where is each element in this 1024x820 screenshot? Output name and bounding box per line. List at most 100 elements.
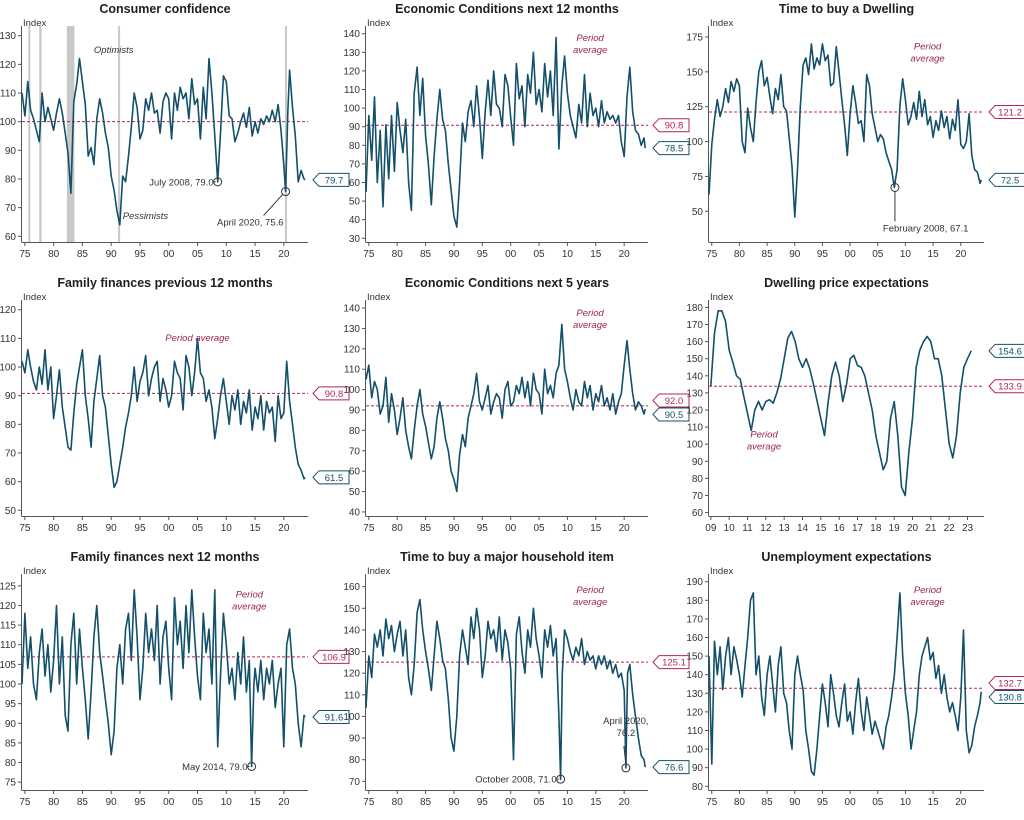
y-axis-label: Index [710,566,733,577]
x-tick-label: 90 [789,797,801,808]
period-average-note: Period average [165,333,229,344]
average-value: 90.8 [665,121,684,132]
current-value: 130.8 [998,693,1022,704]
y-tick-label: 90 [692,457,704,468]
x-tick-label: 05 [533,249,545,260]
y-tick-label: 50 [349,197,361,208]
region-note: Optimists [94,45,134,56]
y-tick-label: 110 [344,85,360,96]
y-axis-label: Index [367,566,390,577]
x-tick-label: 05 [872,249,884,260]
chart-title: Consumer confidence [99,2,230,16]
x-tick-label: 17 [852,523,864,534]
period-average-note: average [573,45,607,56]
x-tick-label: 22 [944,523,956,534]
y-tick-label: 70 [5,448,17,459]
x-tick-label: 12 [760,523,772,534]
panel-family-prev: Family finances previous 12 months Index 5… [0,276,350,534]
y-tick-label: 175 [686,32,703,43]
x-tick-label: 95 [477,523,489,534]
current-value: 90.5 [665,410,684,421]
y-tick-label: 100 [0,117,16,128]
y-tick-label: 190 [686,577,703,588]
x-tick-label: 15 [249,523,261,534]
x-tick-label: 85 [420,797,432,808]
region-note: Pessimists [123,211,169,222]
x-tick-label: 21 [925,523,937,534]
x-tick-label: 20 [278,523,290,534]
y-tick-label: 130 [0,31,16,42]
x-tick-label: 10 [900,249,912,260]
x-tick-label: 90 [448,797,460,808]
x-tick-label: 85 [762,249,774,260]
current-value: 61.5 [325,473,344,484]
y-tick-label: 80 [349,426,361,437]
y-tick-label: 110 [687,423,703,434]
y-tick-label: 80 [5,758,17,769]
current-tag [652,760,690,775]
y-tick-label: 100 [343,104,360,115]
series-line [365,323,646,493]
y-tick-label: 80 [692,782,704,793]
panel-dwelling-price: Dwelling price expectations Index 60 70 80 90… [686,276,1024,534]
x-tick-label: 95 [817,249,829,260]
y-tick-label: 90 [349,406,361,417]
y-tick-label: 70 [349,446,361,457]
y-tick-label: 150 [686,354,703,365]
x-tick-label: 80 [48,523,60,534]
panel-econ-12m: Economic Conditions next 12 months Index 3… [343,2,690,260]
chart-title: Family finances previous 12 months [57,276,272,290]
y-tick-label: 70 [5,203,17,214]
x-tick-label: 15 [928,249,940,260]
average-tag [988,676,1024,691]
x-tick-label: 14 [797,523,809,534]
chart-title: Economic Conditions next 5 years [405,276,609,290]
x-tick-label: 15 [249,249,261,260]
x-tick-label: 80 [734,797,746,808]
panel-econ-5y: Economic Conditions next 5 years Index 40 5… [343,276,690,534]
annotation-label: April 2020, [603,716,648,727]
annotation-label: July 2008, 79.0 [149,177,213,188]
y-tick-label: 130 [343,48,360,59]
current-value: 91.6 [325,712,344,723]
series-line [21,589,306,768]
x-tick-label: 00 [163,523,175,534]
y-axis-label: Index [23,566,46,577]
average-tag [312,386,350,401]
period-average-note: Period [914,42,942,53]
y-tick-label: 60 [5,232,17,243]
y-tick-label: 120 [343,344,360,355]
x-tick-label: 75 [363,249,375,260]
y-tick-label: 60 [349,178,361,189]
x-tick-label: 00 [845,249,857,260]
current-tag [988,343,1024,358]
x-tick-label: 85 [762,797,774,808]
y-tick-label: 50 [349,487,361,498]
average-tag [652,118,690,133]
y-tick-label: 110 [344,365,360,376]
y-tick-label: 180 [686,303,703,314]
average-value: 133.9 [998,382,1022,393]
x-tick-label: 00 [845,797,857,808]
y-tick-label: 140 [343,625,360,636]
y-tick-label: 110 [0,334,16,345]
x-tick-label: 80 [48,797,60,808]
average-value: 132.7 [998,679,1022,690]
x-tick-label: 90 [106,797,118,808]
y-tick-label: 160 [343,582,360,593]
x-tick-label: 85 [77,523,89,534]
average-value: 121.2 [998,108,1022,119]
y-tick-label: 75 [692,172,704,183]
annotation-label: 76.2 [617,728,636,739]
chart-title: Economic Conditions next 12 months [395,2,619,16]
y-tick-label: 100 [686,440,703,451]
y-tick-label: 70 [349,159,361,170]
y-tick-label: 120 [0,305,16,316]
series-line [708,592,982,776]
period-average-note: average [573,597,607,608]
x-tick-label: 15 [249,797,261,808]
panel-consumer-confidence: Consumer confidence Index 60 70 80 90 100 110 12… [0,2,350,260]
y-tick-label: 180 [686,596,703,607]
x-tick-label: 20 [955,797,967,808]
x-tick-label: 80 [734,249,746,260]
